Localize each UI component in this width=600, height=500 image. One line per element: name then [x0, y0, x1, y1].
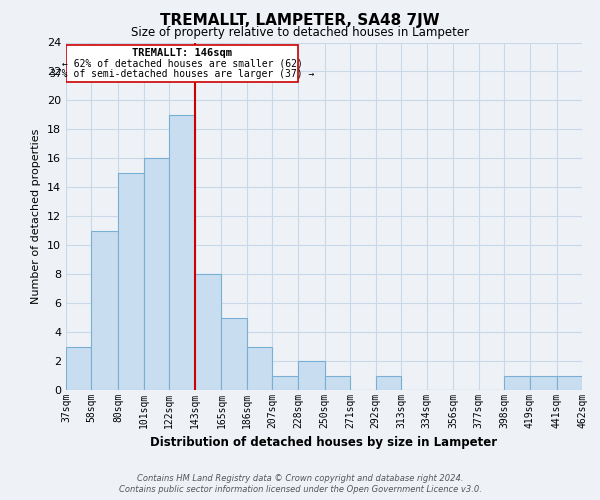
Bar	[504, 376, 530, 390]
Text: TREMALLT: 146sqm: TREMALLT: 146sqm	[132, 48, 232, 58]
Bar	[247, 346, 272, 390]
Text: ← 62% of detached houses are smaller (62): ← 62% of detached houses are smaller (62…	[62, 58, 302, 68]
Bar	[91, 230, 118, 390]
Bar	[144, 158, 169, 390]
Bar	[272, 376, 298, 390]
Bar	[325, 376, 350, 390]
Bar	[298, 361, 325, 390]
Y-axis label: Number of detached properties: Number of detached properties	[31, 128, 41, 304]
X-axis label: Distribution of detached houses by size in Lampeter: Distribution of detached houses by size …	[151, 436, 497, 450]
Bar	[118, 173, 144, 390]
Text: 37% of semi-detached houses are larger (37) →: 37% of semi-detached houses are larger (…	[50, 68, 314, 78]
FancyBboxPatch shape	[66, 46, 298, 82]
Text: TREMALLT, LAMPETER, SA48 7JW: TREMALLT, LAMPETER, SA48 7JW	[160, 12, 440, 28]
Bar	[530, 376, 557, 390]
Bar	[194, 274, 221, 390]
Bar	[66, 346, 91, 390]
Bar	[557, 376, 582, 390]
Text: Contains HM Land Registry data © Crown copyright and database right 2024.
Contai: Contains HM Land Registry data © Crown c…	[119, 474, 481, 494]
Bar	[169, 115, 194, 390]
Text: Size of property relative to detached houses in Lampeter: Size of property relative to detached ho…	[131, 26, 469, 39]
Bar	[221, 318, 247, 390]
Bar	[376, 376, 401, 390]
